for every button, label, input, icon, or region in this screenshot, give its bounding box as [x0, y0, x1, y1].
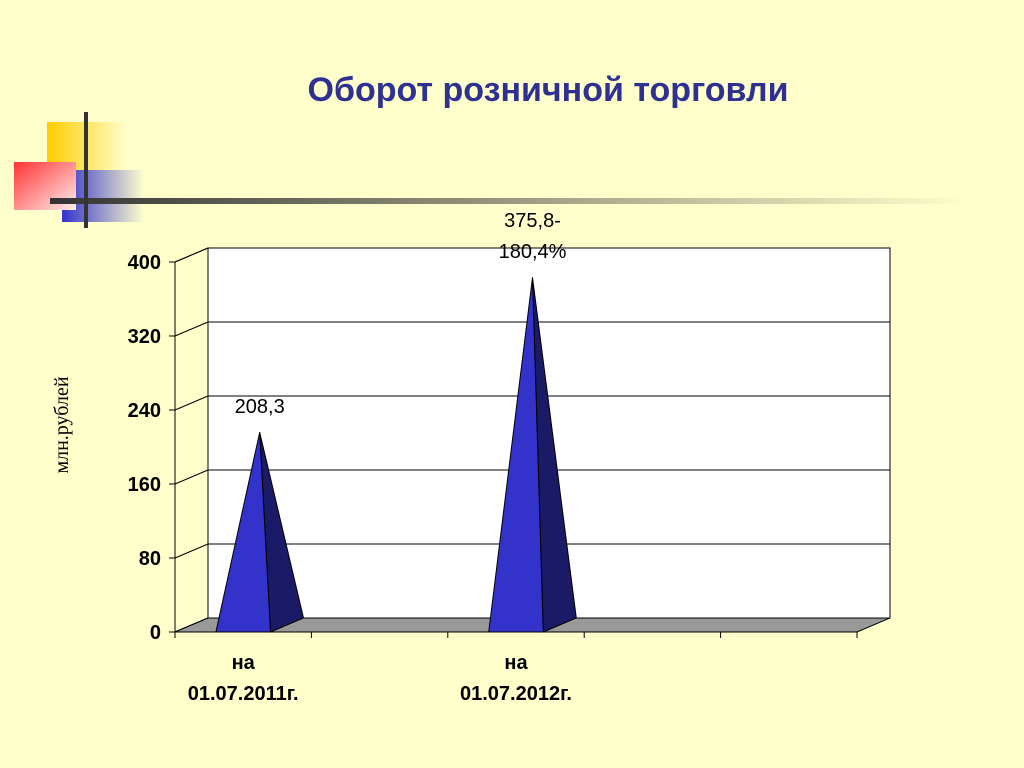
x-tick-label: на 01.07.2012г. — [460, 652, 572, 705]
y-tick-label: 160 — [128, 474, 161, 496]
pyramid-front — [215, 432, 272, 633]
value-label: 208,3 — [234, 396, 285, 419]
y-tick-label: 400 — [128, 252, 161, 274]
y-axis-label: млн.рублей — [51, 376, 73, 473]
deco-line — [84, 112, 88, 228]
y-tick-label: 320 — [128, 326, 161, 348]
y-tick-label: 0 — [150, 622, 161, 644]
grid-line — [174, 321, 209, 337]
pyramid — [488, 277, 577, 633]
grid-line — [174, 395, 209, 411]
value-label: 375,8- 180,4% — [498, 210, 567, 264]
chart-title: Оборот розничной торговли — [308, 71, 789, 109]
y-tick-label: 80 — [139, 548, 161, 570]
deco-line — [50, 198, 970, 204]
pyramid — [215, 432, 305, 633]
side-wall — [174, 247, 209, 633]
grid-line — [174, 247, 209, 263]
grid-line — [174, 543, 209, 559]
y-tick-label: 240 — [128, 400, 161, 422]
x-tick-label: на 01.07.2011г. — [187, 652, 299, 705]
grid-line — [174, 469, 209, 485]
pyramid-front — [488, 277, 544, 633]
